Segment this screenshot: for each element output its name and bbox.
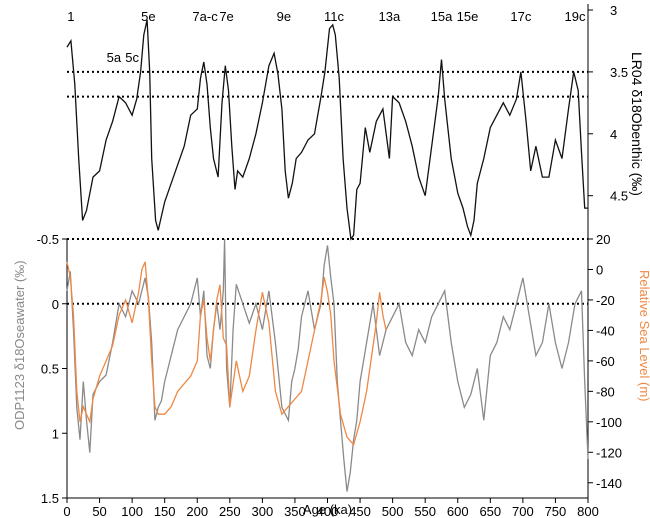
x-tick-label: 500: [382, 504, 404, 518]
mis-stage-label: 17c: [510, 9, 531, 24]
bottom-right-axis-label: Relative Sea Level (m): [637, 270, 650, 402]
lr04-series-line: [66, 19, 588, 241]
mis-stage-label: 5e: [141, 9, 155, 24]
mis-stage-label: 13a: [379, 9, 401, 24]
x-tick-label: 600: [447, 504, 469, 518]
left-y-tick-label: 0.5: [41, 362, 59, 377]
right-y-tick-label: -80: [596, 384, 615, 399]
x-tick-label: 150: [154, 504, 176, 518]
left-y-tick-label: -0.5: [37, 232, 59, 247]
mis-stage-label: 1: [67, 9, 74, 24]
top-y-tick-label: 3: [610, 3, 617, 18]
x-tick-label: 400: [317, 504, 339, 518]
x-tick-label: 550: [414, 504, 436, 518]
left-y-tick-label: 1.5: [41, 491, 59, 506]
x-tick-label: 450: [349, 504, 371, 518]
bottom-panel: -0.500.511.5200-20-40-60-80-100-120-1400…: [37, 232, 622, 518]
mis-stage-label: 9e: [277, 9, 291, 24]
mis-stage-label: 5a: [107, 50, 122, 65]
right-y-tick-label: -40: [596, 323, 615, 338]
x-tick-label: 350: [284, 504, 306, 518]
x-axis-label: Age (ka): [303, 502, 352, 517]
mis-stage-label: 11c: [324, 9, 344, 24]
x-tick-label: 800: [577, 504, 599, 518]
right-y-tick-label: 0: [596, 262, 603, 277]
right-y-tick-label: -100: [596, 415, 622, 430]
mis-stage-label: 7e: [219, 9, 233, 24]
x-tick-label: 50: [92, 504, 106, 518]
mis-stage-label: 5c: [125, 50, 139, 65]
top-y-tick-label: 4.5: [610, 189, 628, 204]
x-tick-label: 300: [252, 504, 274, 518]
right-y-tick-label: -20: [596, 293, 615, 308]
mis-stage-label: 19c: [564, 9, 585, 24]
mis-stage-label: 7a-c: [192, 9, 218, 24]
mis-stage-label: 15a: [431, 9, 453, 24]
top-y-tick-label: 4: [610, 127, 617, 142]
right-y-tick-label: -140: [596, 476, 622, 491]
x-tick-label: 0: [63, 504, 70, 518]
odp1123-series-line: [66, 238, 589, 492]
right-y-tick-label: -60: [596, 354, 615, 369]
x-tick-label: 100: [121, 504, 143, 518]
right-y-tick-label: -120: [596, 445, 622, 460]
x-tick-label: 650: [479, 504, 501, 518]
left-y-tick-label: 1: [52, 426, 59, 441]
bottom-left-axis-label: ODP1123 δ18Oseawater (‰): [12, 260, 27, 430]
x-tick-label: 700: [512, 504, 534, 518]
x-tick-label: 250: [219, 504, 241, 518]
x-tick-label: 750: [545, 504, 567, 518]
top-y-tick-label: 3.5: [610, 65, 628, 80]
left-y-tick-label: 0: [52, 297, 59, 312]
sea-level-series-line: [66, 261, 387, 447]
mis-stage-label: 15e: [457, 9, 479, 24]
right-y-tick-label: 20: [596, 232, 610, 247]
top-right-axis-label: LR04 δ18Obenthic (‰): [629, 52, 645, 196]
x-tick-label: 200: [186, 504, 208, 518]
